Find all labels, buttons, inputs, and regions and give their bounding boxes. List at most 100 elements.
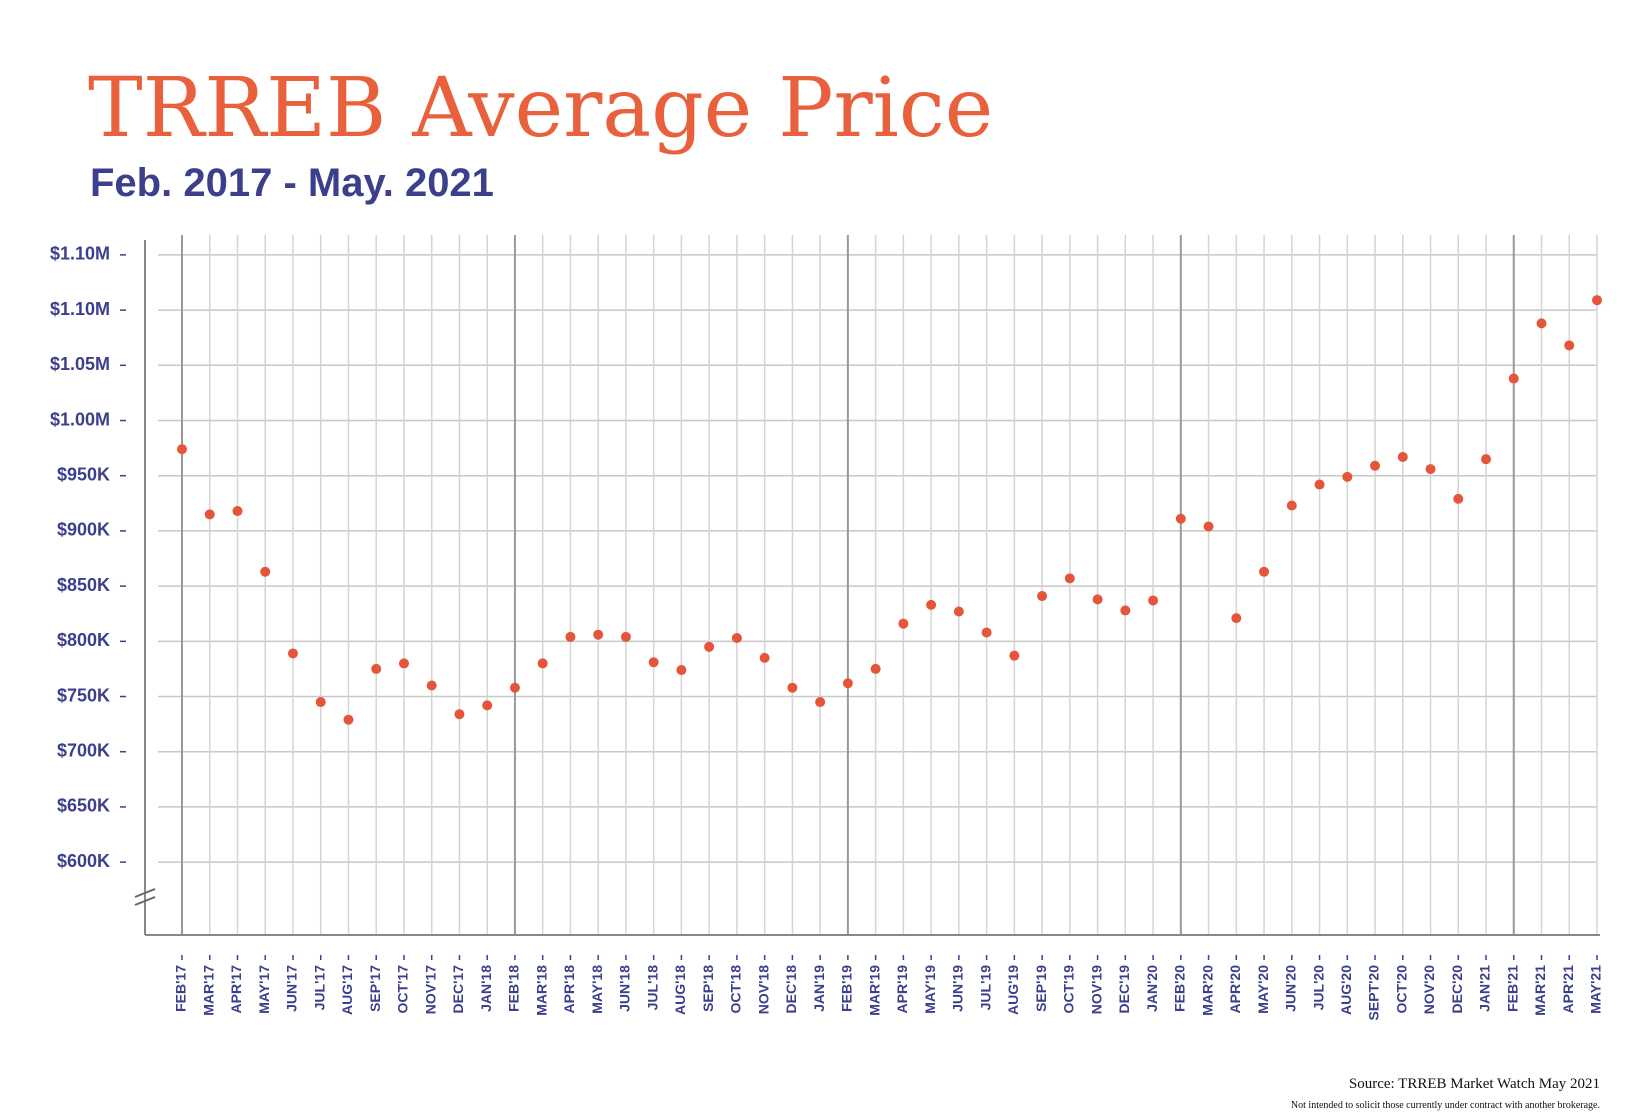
x-tick-label: MAR'20 — [1199, 965, 1215, 1016]
x-tick-label: FEB'20 — [1172, 965, 1188, 1012]
point — [704, 641, 715, 652]
point — [260, 566, 271, 577]
y-tick-label: $800K — [57, 630, 110, 650]
y-tick-label: $900K — [57, 520, 110, 540]
y-tick-label: $950K — [57, 464, 110, 484]
x-tick-label: JUL'19 — [977, 965, 993, 1011]
point — [898, 618, 909, 629]
point — [731, 633, 742, 644]
point — [842, 678, 853, 689]
x-tick-label: DEC'17 — [450, 965, 466, 1014]
point — [509, 682, 520, 693]
point — [593, 629, 604, 640]
point — [398, 658, 409, 669]
y-tick-label: $1.05M — [50, 354, 110, 374]
point — [1592, 295, 1602, 306]
x-tick-label: MAY'18 — [589, 965, 605, 1014]
y-tick-label: $700K — [57, 740, 110, 760]
point — [426, 680, 437, 691]
chart-title: TRREB Average Price — [88, 61, 993, 156]
x-tick-label: FEB'21 — [1504, 965, 1520, 1012]
point — [1037, 591, 1048, 602]
source: Source: TRREB Market Watch May 2021 — [1349, 1076, 1600, 1092]
point — [1148, 595, 1159, 606]
point — [1286, 500, 1297, 511]
point — [648, 657, 659, 668]
point — [870, 663, 881, 674]
x-tick-label: FEB'17 — [173, 965, 189, 1012]
point — [1564, 340, 1575, 351]
x-tick-label: JUN'17 — [284, 965, 300, 1012]
point — [1175, 513, 1186, 524]
x-tick-label: JAN'19 — [811, 965, 827, 1012]
point — [482, 700, 493, 711]
x-tick-label: JUL'17 — [311, 965, 327, 1011]
x-tick-label: MAR'17 — [200, 965, 216, 1016]
axis-break — [134, 888, 156, 906]
x-tick-label: NOV'17 — [422, 965, 438, 1014]
x-tick-label: APR'21 — [1560, 965, 1576, 1014]
point — [953, 606, 964, 617]
x-tick-label: APR'19 — [894, 965, 910, 1014]
x-tick-label: MAY'19 — [922, 965, 938, 1014]
x-tick-label: AUG'20 — [1338, 965, 1354, 1015]
y-tick-label: $650K — [57, 796, 110, 816]
x-tick-label: MAY'17 — [256, 965, 272, 1014]
y-tick-label: $1.00M — [50, 409, 110, 429]
point — [454, 709, 465, 720]
x-tick-label: SEPT'20 — [1366, 965, 1382, 1021]
point — [565, 631, 576, 642]
x-tick-label: NOV'19 — [1088, 965, 1104, 1014]
x-tick-label: AUG'17 — [339, 965, 355, 1015]
y-tick-label: $1.10M — [50, 244, 110, 264]
x-tick-label: APR'20 — [1227, 965, 1243, 1014]
point — [926, 599, 937, 610]
y-tick-label: $850K — [57, 575, 110, 595]
point — [1120, 605, 1131, 616]
point — [759, 652, 770, 663]
point — [1009, 650, 1020, 661]
point — [787, 682, 798, 693]
point — [1342, 471, 1353, 482]
point — [815, 697, 826, 708]
point — [1481, 454, 1492, 465]
x-tick-label: JUL'20 — [1310, 965, 1326, 1011]
x-tick-label: MAR'21 — [1532, 965, 1548, 1016]
x-tick-label: JAN'20 — [1144, 965, 1160, 1012]
point — [371, 663, 382, 674]
x-tick-label: MAY'20 — [1255, 965, 1271, 1014]
point — [1231, 613, 1242, 624]
point — [1425, 464, 1436, 475]
x-tick-label: JAN'18 — [478, 965, 494, 1012]
x-tick-label: SEP'17 — [367, 965, 383, 1012]
chart-subtitle: Feb. 2017 - May. 2021 — [90, 161, 494, 205]
point — [315, 697, 326, 708]
x-tick-label: AUG'18 — [672, 965, 688, 1015]
y-tick-label: $600K — [57, 851, 110, 871]
x-tick-label: MAR'19 — [866, 965, 882, 1016]
point — [676, 665, 687, 676]
point — [1508, 373, 1519, 384]
y-tick-label: $1.10M — [50, 299, 110, 319]
x-tick-label: AUG'19 — [1005, 965, 1021, 1015]
x-tick-label: APR'17 — [228, 965, 244, 1014]
x-tick-label: DEC'19 — [1116, 965, 1132, 1014]
point — [1453, 493, 1464, 504]
x-tick-label: JUN'18 — [617, 965, 633, 1012]
point — [1314, 479, 1325, 490]
point — [981, 627, 992, 638]
x-tick-label: DEC'18 — [783, 965, 799, 1014]
x-tick-label: JUN'20 — [1283, 965, 1299, 1012]
point — [177, 444, 187, 455]
x-tick-label: SEP'19 — [1033, 965, 1049, 1012]
point — [343, 714, 354, 725]
x-tick-label: NOV'18 — [755, 965, 771, 1014]
x-tick-label: NOV'20 — [1421, 965, 1437, 1014]
y-tick-label: $750K — [57, 685, 110, 705]
x-tick-label: OCT'18 — [728, 965, 744, 1014]
x-tick-label: MAR'18 — [533, 965, 549, 1016]
point — [1397, 451, 1408, 462]
x-tick-label: FEB'19 — [839, 965, 855, 1012]
grid — [158, 235, 1598, 935]
